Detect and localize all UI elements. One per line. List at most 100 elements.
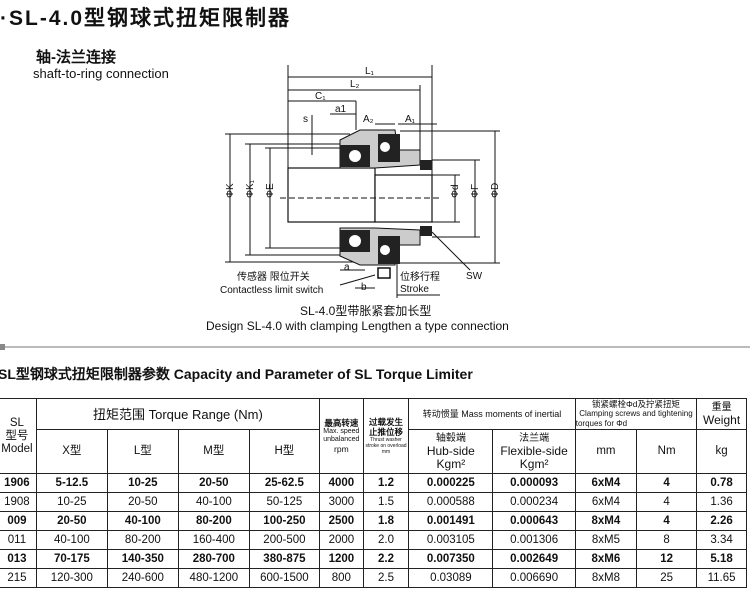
cell-flex-inertia: 0.001306 (492, 530, 576, 550)
cell-hub-inertia: 0.007350 (408, 549, 494, 569)
table-row: 1906 5-12.5 10-25 20-50 25-62.5 4000 1.2 0.0002… (0, 473, 747, 493)
dimension-lines (225, 65, 500, 298)
cell-flex-inertia: 0.006690 (492, 568, 576, 588)
header-inertia: 转动惯量 Mass moments of inertial (408, 398, 576, 430)
label-phi-k: ΦK (225, 183, 236, 198)
header-l: L型 (106, 429, 179, 474)
cell-torque-l: 20-50 (106, 492, 179, 512)
cell-hub-inertia: 0.001491 (408, 511, 494, 531)
cell-hub-inertia: 0.000225 (408, 473, 494, 493)
cell-clamp-screw: 8xM8 (574, 568, 638, 588)
cell-model: 013 (0, 549, 37, 569)
cell-clamp-screw: 8xM6 (574, 549, 638, 569)
cell-torque-l: 240-600 (106, 568, 179, 588)
divider (0, 346, 750, 348)
cell-stroke: 2.0 (362, 530, 410, 550)
cell-torque-l: 80-200 (106, 530, 179, 550)
label-phi-e: ΦE (265, 183, 276, 198)
cell-torque-h: 380-875 (248, 549, 320, 569)
cell-model: 011 (0, 530, 37, 550)
cell-stroke: 1.5 (362, 492, 410, 512)
cell-clamp-screw: 8xM5 (574, 530, 638, 550)
cell-stroke: 1.2 (362, 473, 410, 493)
cell-tightening-torque: 25 (636, 568, 698, 588)
cell-hub-inertia: 0.000588 (408, 492, 494, 512)
header-model: SL 型号 Model (0, 398, 37, 474)
header-clamping: 锁紧螺栓Φd及拧紧扭矩 Clamping screws and tightenin… (574, 398, 698, 430)
diagram-caption-en: Design SL-4.0 with clamping Lengthen a t… (206, 319, 509, 333)
header-stroke: 过载发生 止推位移 Thrust washer stroke on overload m… (362, 398, 410, 474)
cell-torque-l: 140-350 (106, 549, 179, 569)
cell-torque-x: 120-300 (35, 568, 108, 588)
label-a1-small: a1 (335, 104, 347, 115)
label-phi-f: ΦF (470, 184, 481, 198)
dimension-labels: L₁ L₂ C₁ a1 A₂ A₁ s ΦK ΦK₁ ΦE Φd ΦF ΦD a… (220, 66, 501, 296)
cell-stroke: 1.8 (362, 511, 410, 531)
cell-torque-l: 10-25 (106, 473, 179, 493)
divider-marker (0, 344, 5, 350)
header-hub-side: 轴毂端 Hub-side Kgm² (408, 429, 494, 474)
cell-weight: 1.36 (696, 492, 747, 512)
label-phi-d: ΦD (490, 183, 501, 198)
cell-weight: 11.65 (696, 568, 747, 588)
coupling-body (280, 129, 440, 279)
label-l1: L₁ (365, 66, 375, 77)
cell-flex-inertia: 0.000643 (492, 511, 576, 531)
cell-clamp-screw: 6xM4 (574, 473, 638, 493)
parameter-table: SL 型号 Model 扭矩范围 Torque Range (Nm) 最高转速 Max… (0, 398, 747, 588)
cell-max-speed: 1200 (318, 549, 364, 569)
header-h: H型 (248, 429, 320, 474)
cell-torque-x: 40-100 (35, 530, 108, 550)
cell-torque-h: 200-500 (248, 530, 320, 550)
cell-torque-m: 280-700 (177, 549, 250, 569)
header-row-1: SL 型号 Model 扭矩范围 Torque Range (Nm) 最高转速 Max… (0, 398, 747, 474)
header-flexible-side: 法兰端 Flexible-side Kgm² (492, 429, 576, 474)
diagram-caption-cn: SL-4.0型带胀紧套加长型 (300, 304, 432, 318)
cell-model: 009 (0, 511, 37, 531)
cell-torque-h: 100-250 (248, 511, 320, 531)
cell-torque-m: 40-100 (177, 492, 250, 512)
header-x: X型 (35, 429, 108, 474)
cell-model: 1908 (0, 492, 37, 512)
cell-tightening-torque: 4 (636, 473, 698, 493)
label-a2: A₂ (363, 114, 374, 125)
table-row: 215 120-300 240-600 480-1200 600-1500 800 2.5 0… (0, 568, 747, 588)
cell-hub-inertia: 0.03089 (408, 568, 494, 588)
label-l2: L₂ (350, 79, 360, 90)
cell-max-speed: 800 (318, 568, 364, 588)
header-kg: kg (696, 429, 747, 474)
label-stroke-en: Stroke (400, 284, 429, 295)
cell-torque-m: 20-50 (177, 473, 250, 493)
cell-max-speed: 2500 (318, 511, 364, 531)
cell-torque-m: 160-400 (177, 530, 250, 550)
cell-flex-inertia: 0.000234 (492, 492, 576, 512)
cell-max-speed: 2000 (318, 530, 364, 550)
label-sw: SW (466, 271, 483, 282)
label-a1: A₁ (405, 114, 416, 125)
label-sensor-cn: 传感器 限位开关 (237, 270, 310, 283)
header-speed: 最高转速 Max. speed unbalanced rpm (318, 398, 364, 474)
technical-drawing: L₁ L₂ C₁ a1 A₂ A₁ s ΦK ΦK₁ ΦE Φd ΦF ΦD a… (220, 65, 501, 298)
cell-tightening-torque: 12 (636, 549, 698, 569)
header-row-2: X型 L型 M型 H型 轴毂端 Hub-side Kgm² 法兰端 Flexible-… (0, 429, 747, 474)
connection-type-cn: 轴-法兰连接 (36, 49, 116, 66)
label-phi-k1: ΦK₁ (245, 179, 256, 198)
label-c1: C₁ (315, 91, 326, 102)
label-s: s (303, 114, 308, 125)
cell-stroke: 2.2 (362, 549, 410, 569)
cell-hub-inertia: 0.003105 (408, 530, 494, 550)
cell-torque-h: 25-62.5 (248, 473, 320, 493)
cell-weight: 3.34 (696, 530, 747, 550)
header-m: M型 (177, 429, 250, 474)
cell-weight: 2.26 (696, 511, 747, 531)
cell-torque-h: 50-125 (248, 492, 320, 512)
cell-max-speed: 3000 (318, 492, 364, 512)
cell-tightening-torque: 4 (636, 511, 698, 531)
label-a: a (344, 262, 350, 273)
table-row: 1908 10-25 20-50 40-100 50-125 3000 1.5 0.00058… (0, 492, 747, 512)
cell-model: 215 (0, 568, 37, 588)
cell-torque-x: 10-25 (35, 492, 108, 512)
cell-max-speed: 4000 (318, 473, 364, 493)
table-title: SL型钢球式扭矩限制器参数 Capacity and Parameter of … (0, 366, 473, 382)
cell-flex-inertia: 0.000093 (492, 473, 576, 493)
